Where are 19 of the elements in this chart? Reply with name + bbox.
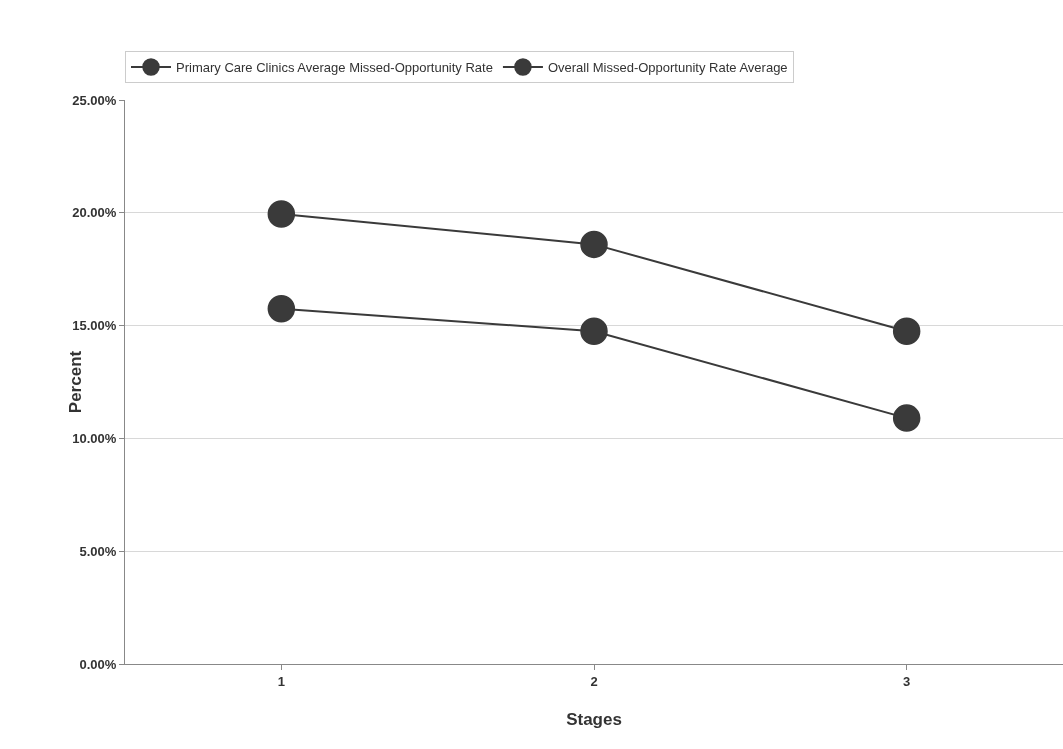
point <box>267 200 296 228</box>
y-tick-label: 20.00% <box>72 205 117 221</box>
y-tick-label: 5.00% <box>79 543 117 559</box>
y-axis-title: Percent <box>66 350 85 414</box>
legend-label: Primary Care Clinics Average Missed-Opportunity Rate <box>176 60 493 76</box>
point <box>267 294 296 323</box>
x-tick-label: 2 <box>590 673 598 689</box>
point <box>892 317 921 345</box>
point <box>580 317 608 345</box>
point <box>892 404 921 432</box>
x-tick-label: 1 <box>277 673 285 689</box>
legend-label: Overall Missed-Opportunity Rate Average <box>547 60 788 76</box>
point <box>580 230 608 259</box>
y-tick-label: 25.00% <box>72 92 117 108</box>
x-tick-label: 3 <box>903 673 911 689</box>
y-tick-label: 0.00% <box>79 656 117 672</box>
y-tick-label: 15.00% <box>72 318 117 334</box>
y-tick-label: 10.00% <box>72 430 117 446</box>
x-axis-title: Stages <box>566 710 622 729</box>
